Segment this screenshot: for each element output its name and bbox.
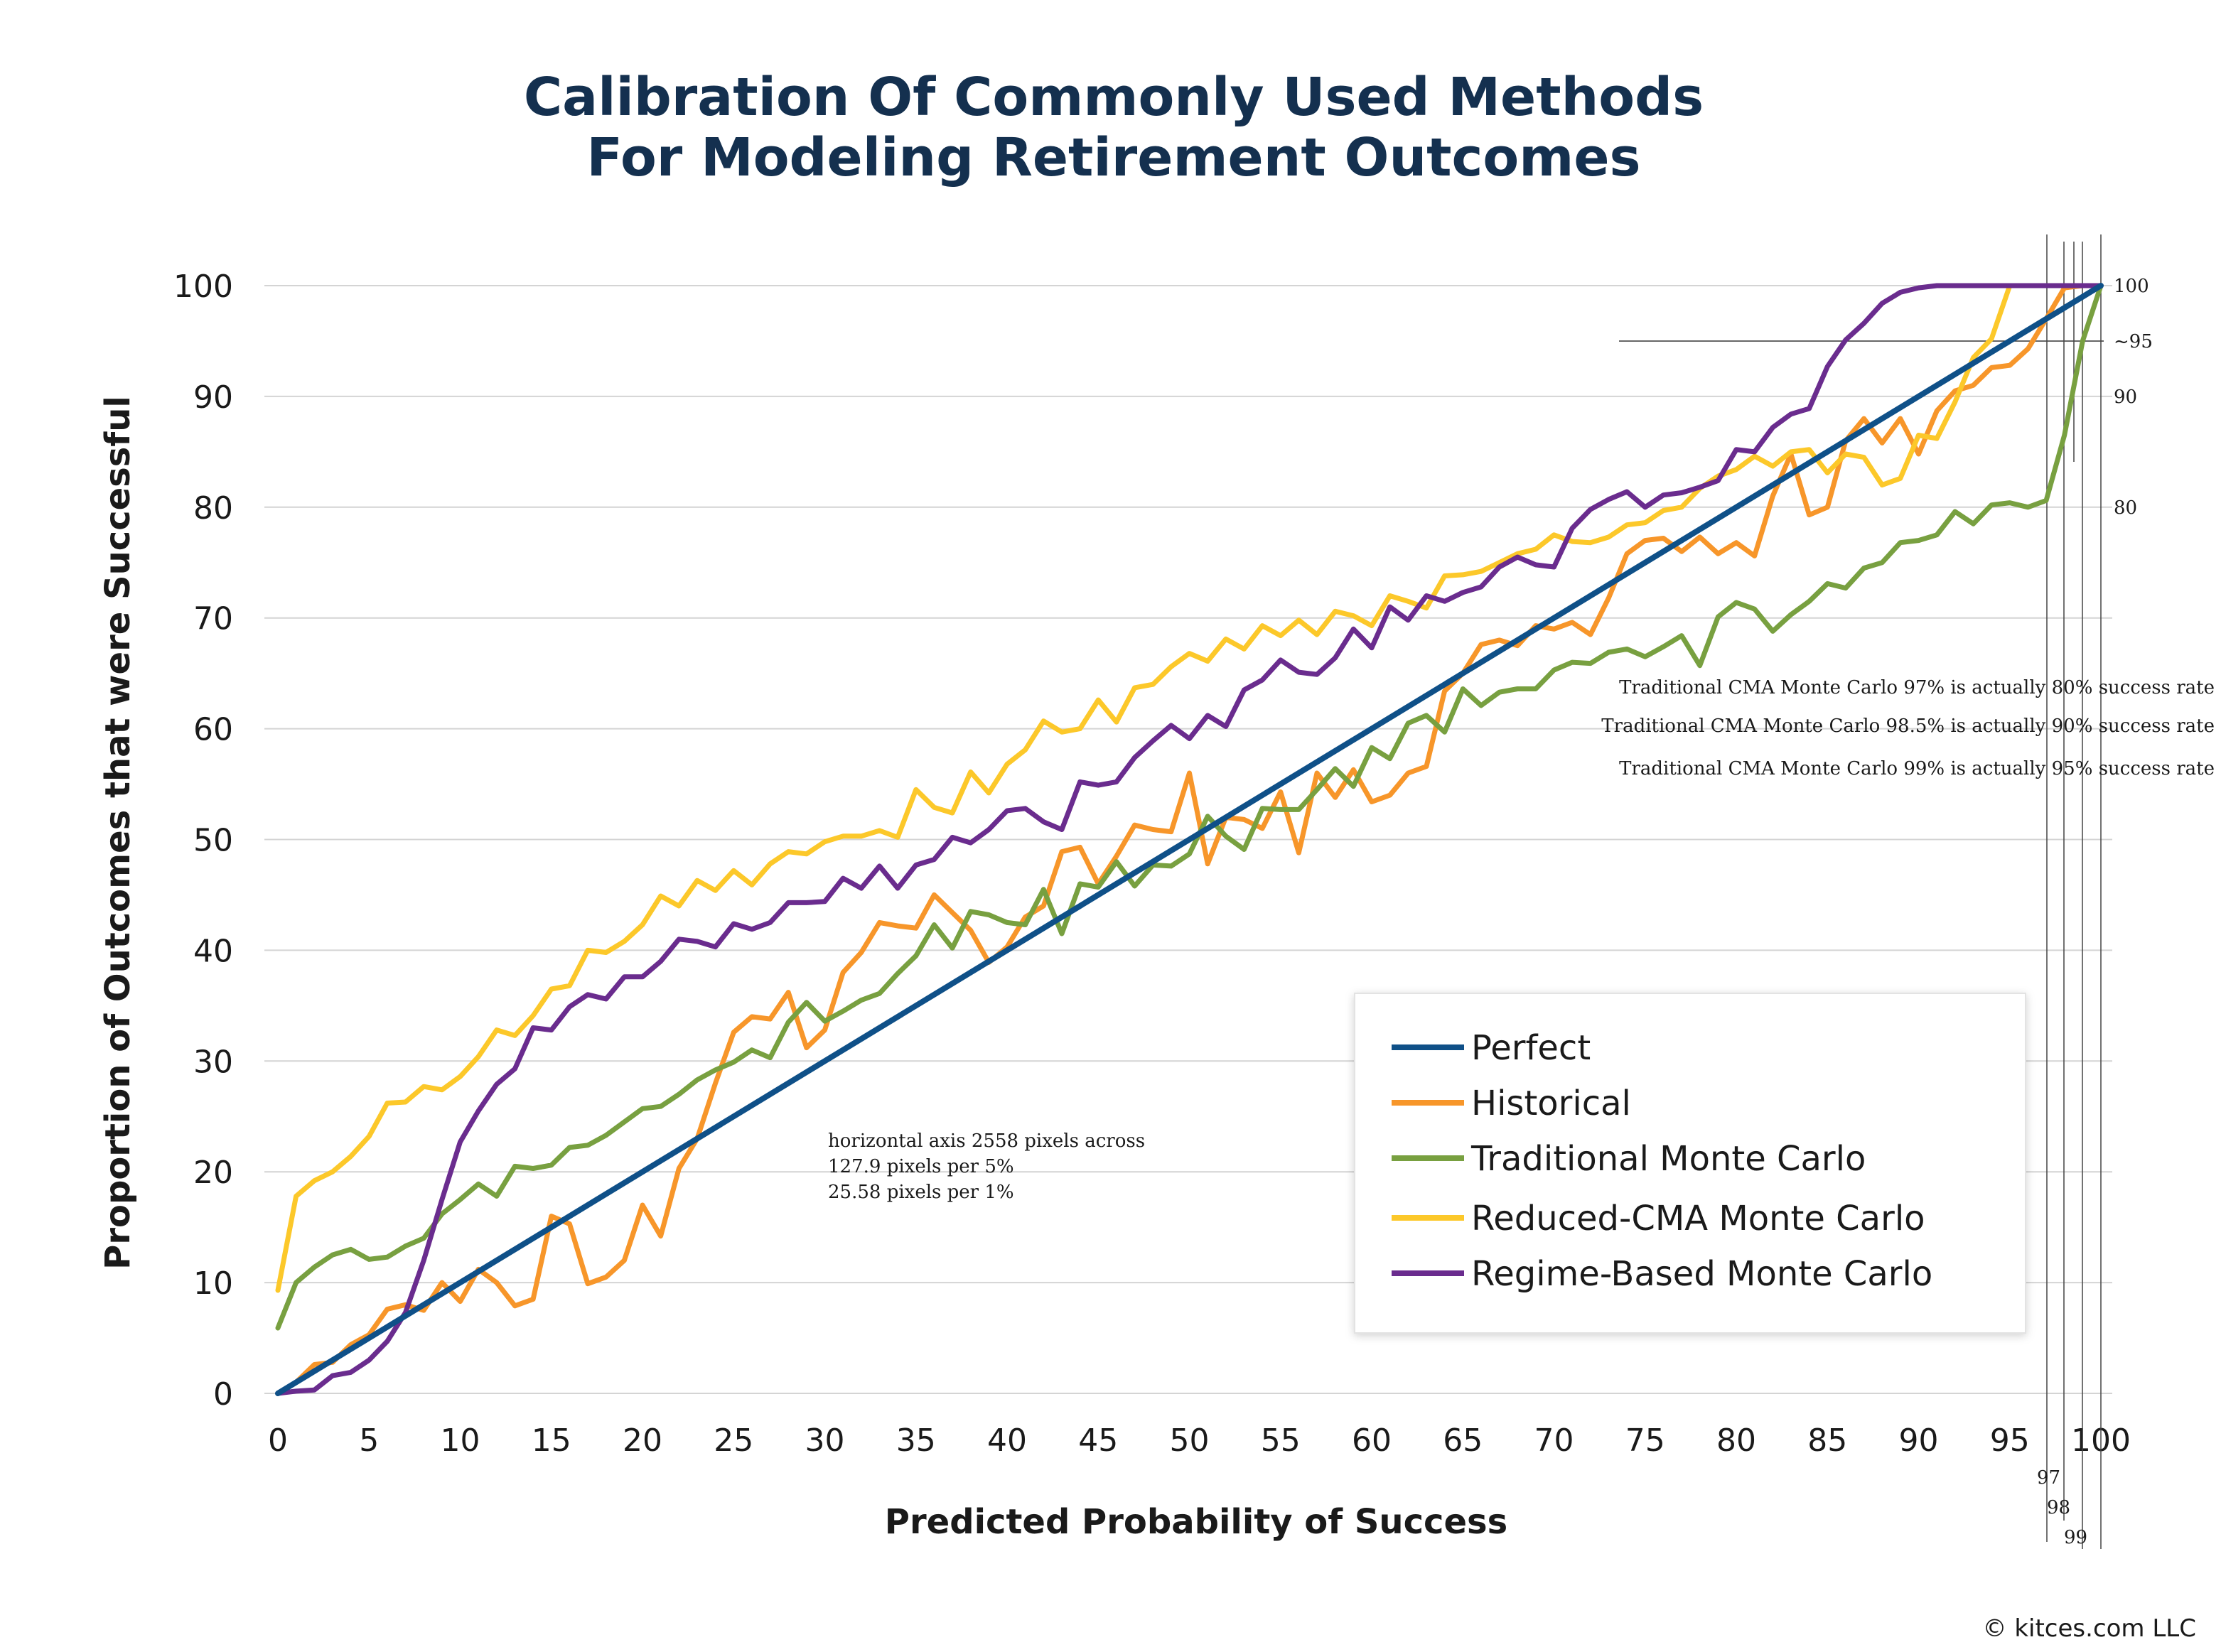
legend-box [1354,993,2026,1334]
y-tick-label: 60 [193,712,233,748]
pixel-note-3: 25.58 pixels per 1% [828,1182,1014,1203]
bottom-label: 97 [2037,1467,2060,1489]
x-tick-label: 30 [805,1422,845,1459]
y-tick-label: 100 [173,269,233,305]
pixel-notes: horizontal axis 2558 pixels across 127.9… [828,1130,1145,1203]
pixel-note-1: horizontal axis 2558 pixels across [828,1130,1145,1152]
series-line-historical [275,283,2104,1396]
x-tick-label: 80 [1716,1422,1756,1459]
x-axis-title: Predicted Probability of Success [885,1502,1507,1542]
series-lines [275,283,2104,1396]
y-tick-label: 90 [193,379,233,416]
cma-note-97: Traditional CMA Monte Carlo 97% is actua… [1619,677,2215,698]
series-line-perfect [275,283,2104,1396]
x-tick-label: 10 [441,1422,480,1459]
y-tick-label: 0 [213,1376,233,1413]
y-tick-label: 30 [193,1044,233,1080]
x-tick-label: 70 [1534,1422,1574,1459]
x-tick-label: 90 [1899,1422,1939,1459]
right-label: ~95 [2114,331,2153,352]
x-tick-label: 75 [1625,1422,1665,1459]
bottom-label: 98 [2047,1497,2070,1518]
cma-note-98-5: Traditional CMA Monte Carlo 98.5% is act… [1601,716,2215,737]
x-tick-label: 0 [268,1422,288,1459]
x-tick-label: 25 [714,1422,753,1459]
x-tick-label: 55 [1261,1422,1301,1459]
pixel-note-2: 127.9 pixels per 5% [828,1156,1014,1177]
legend-label: Traditional Monte Carlo [1470,1139,1866,1179]
y-tick-label: 50 [193,823,233,859]
x-tick-label: 50 [1170,1422,1210,1459]
cma-note-99: Traditional CMA Monte Carlo 99% is actua… [1619,758,2215,779]
legend-label: Historical [1471,1084,1631,1123]
series-line-reduced-cma-monte-carlo [275,283,2104,1293]
chart-title-line-2: For Modeling Retirement Outcomes [586,127,1640,188]
y-tick-label: 40 [193,933,233,969]
y-axis-title: Proportion of Outcomes that were Success… [98,396,138,1270]
annotation-lines: 100 ~95 90 80 97 98 99 [1619,234,2153,1549]
copyright: © kitces.com LLC [1983,1614,2196,1643]
chart-title-line-1: Calibration Of Commonly Used Methods [524,67,1704,128]
series-line-traditional-monte-carlo [275,283,2104,1331]
y-tick-labels: 0 10 20 30 40 50 60 70 80 90 100 [173,269,233,1413]
y-tick-label: 10 [193,1265,233,1302]
right-label: 80 [2114,497,2137,519]
x-tick-label: 5 [359,1422,379,1459]
y-tick-label: 80 [193,490,233,527]
cma-notes: Traditional CMA Monte Carlo 97% is actua… [1601,677,2215,779]
x-tick-label: 85 [1807,1422,1847,1459]
x-tick-label: 20 [623,1422,662,1459]
legend: Perfect Historical Traditional Monte Carlo… [1354,993,2026,1334]
legend-label: Perfect [1471,1028,1591,1068]
x-tick-label: 65 [1443,1422,1483,1459]
legend-label: Reduced-CMA Monte Carlo [1471,1199,1925,1238]
y-tick-label: 70 [193,601,233,637]
x-tick-label: 60 [1352,1422,1392,1459]
x-tick-label: 95 [1990,1422,2030,1459]
legend-label: Regime-Based Monte Carlo [1471,1254,1932,1294]
x-tick-label: 40 [987,1422,1027,1459]
y-tick-label: 20 [193,1155,233,1191]
x-tick-label: 15 [532,1422,571,1459]
right-label: 100 [2114,276,2149,297]
x-tick-label: 35 [896,1422,936,1459]
bottom-label: 99 [2064,1527,2087,1548]
x-tick-label: 45 [1078,1422,1118,1459]
series-line-regime-based-monte-carlo [275,283,2104,1396]
right-label: 90 [2114,387,2137,408]
x-tick-labels: 0 5 10 15 20 25 30 35 40 45 50 55 60 65 70 75 80 85 90 95 10… [268,1422,2131,1459]
